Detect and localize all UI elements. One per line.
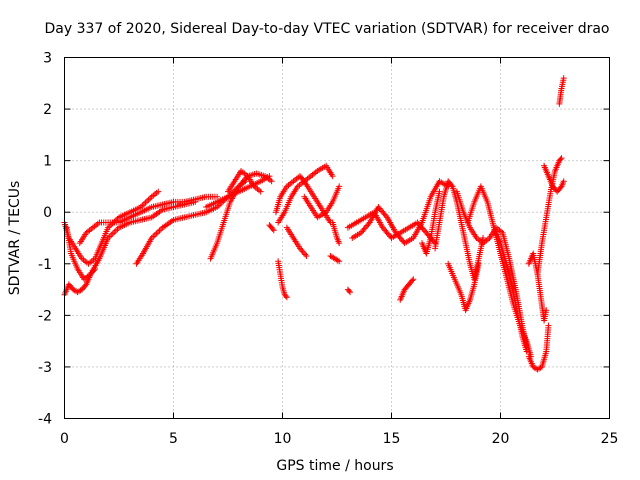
data-point — [154, 229, 161, 236]
data-point — [266, 173, 273, 180]
y-tick-label: 1 — [43, 154, 52, 170]
x-axis-title: GPS time / hours — [276, 458, 393, 474]
data-point — [153, 230, 160, 237]
chart-title: Day 337 of 2020, Sidereal Day-to-day VTE… — [44, 21, 609, 37]
axis-ticks — [64, 57, 610, 419]
data-point — [300, 249, 307, 256]
data-point — [303, 253, 310, 260]
series-arc-27 — [525, 322, 552, 373]
data-point — [142, 199, 149, 206]
data-point — [436, 188, 443, 195]
data-point — [382, 212, 389, 219]
data-point — [409, 277, 416, 284]
data-point — [151, 232, 158, 239]
series-arc-16 — [327, 253, 343, 265]
data-point — [329, 173, 336, 180]
data-point — [145, 196, 152, 203]
data-point — [82, 282, 89, 289]
data-point — [282, 293, 289, 300]
data-point — [545, 322, 552, 329]
x-tick-label: 0 — [60, 431, 69, 447]
data-point — [302, 251, 309, 258]
series-arc-13 — [283, 224, 310, 260]
data-point — [523, 348, 530, 355]
series-arc-19 — [349, 178, 452, 247]
series-arc-8 — [225, 167, 264, 195]
data-point — [214, 193, 221, 200]
y-tick-label: 3 — [43, 51, 52, 67]
data-point — [144, 198, 151, 205]
data-point — [156, 227, 163, 234]
series-arc-31 — [556, 75, 567, 107]
x-tick-label: 20 — [492, 431, 510, 447]
series-arc-30 — [541, 162, 567, 195]
x-tick-label: 5 — [169, 431, 178, 447]
data-point — [557, 156, 564, 163]
y-tick-label: -4 — [38, 412, 52, 428]
data-point — [345, 287, 352, 294]
data-point — [558, 155, 565, 162]
data-point — [299, 248, 306, 255]
series-arc-9 — [266, 222, 277, 234]
y-axis-title: SDTVAR / TECUs — [7, 181, 23, 296]
data-point — [283, 294, 290, 301]
data-point — [336, 240, 343, 247]
data-point — [147, 195, 154, 202]
y-tick-label: 0 — [43, 205, 52, 221]
data-point — [109, 230, 116, 237]
data-marks — [61, 75, 567, 373]
series-arc-6 — [207, 170, 275, 262]
series-arc-4 — [76, 193, 221, 247]
series-arc-11 — [272, 173, 334, 226]
data-point — [155, 188, 162, 195]
data-point — [108, 232, 115, 239]
data-point — [111, 229, 118, 236]
data-point — [475, 260, 482, 267]
series-arc-2 — [61, 188, 162, 267]
data-point — [557, 184, 564, 191]
y-tick-label: -3 — [38, 360, 52, 376]
data-point — [480, 235, 487, 241]
series-arc-7 — [203, 173, 273, 211]
series-arc-12 — [275, 162, 336, 226]
data-point — [334, 257, 341, 264]
data-point — [560, 178, 567, 185]
y-tick-label: 2 — [43, 102, 52, 118]
series-arc-23 — [445, 260, 482, 314]
series-arc-14 — [301, 183, 343, 221]
series-arc-21 — [419, 188, 443, 257]
y-tick-labels: -4 -3 -2 -1 0 1 2 3 — [38, 51, 52, 428]
data-point — [257, 188, 264, 195]
data-point — [112, 227, 119, 234]
data-point — [365, 221, 372, 228]
y-tick-label: -2 — [38, 308, 52, 324]
series-arc-26 — [493, 229, 530, 355]
grid — [64, 57, 610, 419]
data-point — [269, 225, 276, 232]
data-point — [347, 289, 354, 296]
data-point — [140, 201, 147, 208]
data-point — [560, 75, 567, 82]
y-tick-label: -1 — [38, 257, 52, 273]
series-arc-3 — [63, 198, 199, 283]
series-arc-10 — [275, 258, 290, 301]
data-point — [336, 183, 343, 190]
series-arc-20 — [397, 276, 417, 303]
data-point — [448, 182, 455, 189]
x-tick-label: 25 — [601, 431, 619, 447]
series-arc-5 — [133, 178, 249, 267]
x-tick-label: 15 — [383, 431, 401, 447]
x-tick-labels: 0 5 10 15 20 25 — [60, 431, 618, 447]
series-arc-17 — [344, 286, 354, 296]
plot-frame — [64, 57, 610, 419]
x-tick-label: 10 — [274, 431, 292, 447]
series-arc-29 — [534, 155, 565, 278]
data-point — [543, 307, 550, 314]
data-point — [270, 227, 277, 234]
data-point — [336, 258, 343, 265]
data-point — [268, 178, 275, 185]
series-arc-15 — [329, 219, 343, 247]
data-point — [410, 276, 417, 283]
